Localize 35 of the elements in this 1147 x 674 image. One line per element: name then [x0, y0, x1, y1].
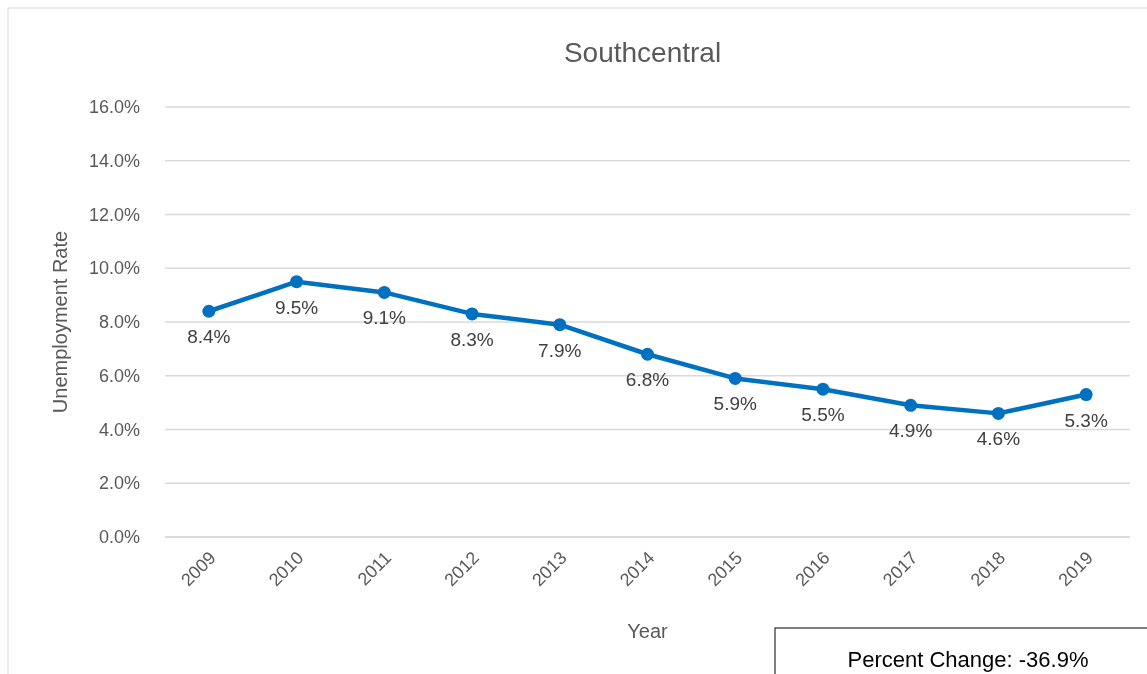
y-tick-label: 14.0%	[88, 150, 140, 171]
point	[553, 318, 567, 332]
y-tick-label: 0.0%	[98, 527, 140, 547]
y-tick-label: 8.0%	[98, 312, 140, 332]
data-label: 4.9%	[889, 420, 933, 442]
point	[465, 307, 479, 321]
data-label: 7.9%	[538, 339, 582, 361]
data-label: 8.4%	[187, 326, 231, 348]
y-tick-label: 6.0%	[98, 365, 140, 386]
data-label: 8.3%	[450, 328, 494, 350]
data-label: 5.5%	[801, 404, 845, 426]
data-label: 9.1%	[362, 307, 407, 329]
point	[728, 371, 742, 385]
point	[991, 406, 1005, 420]
data-label: 4.6%	[976, 428, 1021, 450]
data-label: 9.5%	[274, 296, 319, 318]
point	[1079, 388, 1093, 402]
point	[641, 347, 654, 361]
y-tick-label: 16.0%	[88, 97, 140, 117]
chart-title: Southcentral	[563, 37, 722, 68]
text: Percent Change: -36.9%	[847, 647, 1089, 672]
point	[904, 398, 918, 412]
data-label: 6.8%	[625, 369, 670, 391]
data-label: 5.9%	[713, 393, 757, 415]
point	[816, 382, 830, 396]
y-tick-label: 12.0%	[88, 204, 140, 225]
data-label: 5.3%	[1064, 409, 1108, 431]
x-axis-title: Year	[627, 620, 669, 642]
point	[290, 275, 304, 289]
point	[202, 304, 216, 318]
y-tick-label: 4.0%	[98, 419, 140, 440]
y-axis-title: Unemployment Rate	[49, 230, 71, 414]
y-tick-label: 10.0%	[88, 258, 140, 279]
y-tick-label: 2.0%	[98, 473, 140, 494]
point	[377, 285, 391, 299]
